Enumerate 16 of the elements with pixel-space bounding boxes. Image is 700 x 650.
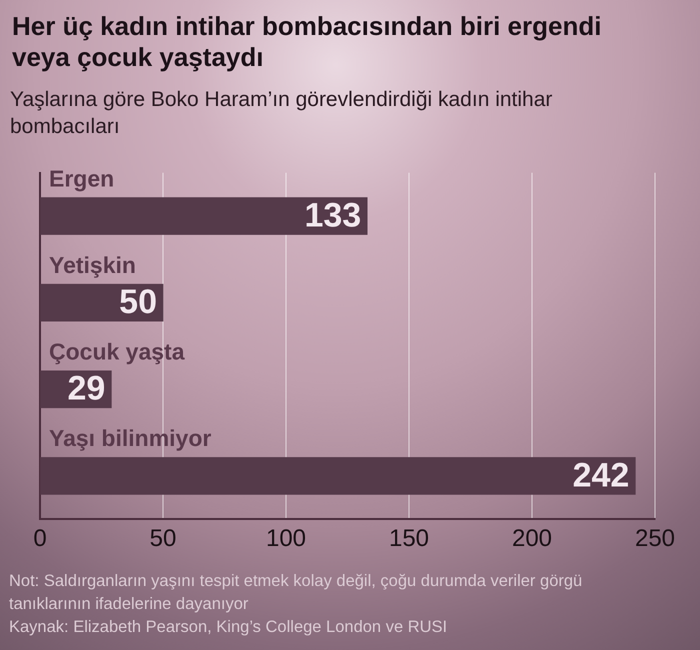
y-tick-label: Ergen (49, 165, 114, 192)
x-tick-label: 50 (150, 525, 176, 552)
chart-subtitle: Yaşlarına göre Boko Haram’ın görevlendirdiği kadın intihar bombacıları (10, 87, 554, 140)
text: Not: Saldırganların yaşını tespit etmek kolay değil, çoğu durumda veriler görgü tanıklarının ifadelerine dayanıyor (9, 571, 584, 615)
text: Kaynak: Elizabeth Pearson, King’s College London ve RUSI (9, 617, 448, 638)
data-label: 242 (572, 456, 630, 494)
data-label: 29 (68, 370, 106, 408)
y-tick-label: Yetişkin (49, 252, 136, 278)
x-tick-label: 200 (512, 525, 552, 552)
x-tick-label: 0 (33, 525, 47, 552)
data-label: 50 (119, 283, 157, 322)
chart-title: Her üç kadın intihar bombacısından biri ergendi veya çocuk yaştaydı (12, 11, 602, 73)
x-tick-label: 250 (634, 525, 676, 552)
data-label: 133 (304, 196, 362, 234)
x-tick-label: 150 (388, 525, 430, 552)
x-tick-label: 100 (266, 525, 306, 552)
